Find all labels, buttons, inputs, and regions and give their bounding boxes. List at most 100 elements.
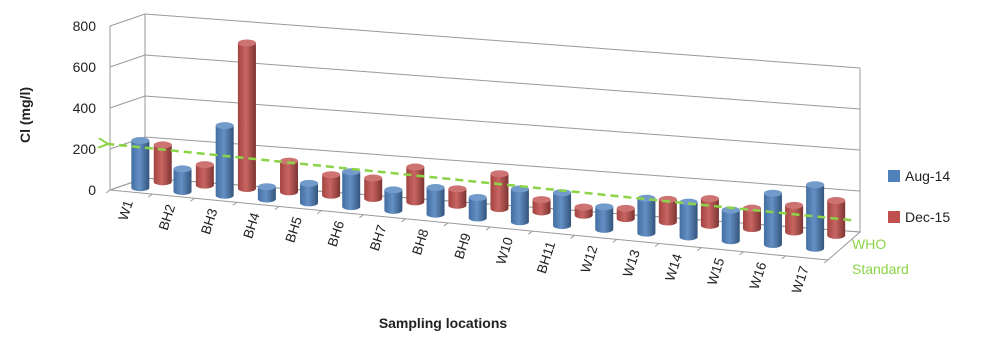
bar-aug-14-bh5-top (300, 179, 319, 187)
x-tick-mark (105, 189, 111, 194)
x-tick-mark (570, 234, 575, 239)
bar-dec-15-bh9-body (490, 173, 509, 213)
x-tick-label-w14: W14 (662, 251, 685, 283)
x-tick-mark (696, 247, 702, 252)
bar-dec-15-w16 (785, 201, 804, 236)
bar-dec-15-w10 (532, 196, 551, 216)
bar-aug-14-w1 (131, 137, 150, 192)
x-tick-mark (612, 239, 618, 243)
bar-aug-14-bh4-body (257, 186, 276, 203)
x-tick-mark (823, 259, 829, 264)
bar-dec-15-w13-body (658, 199, 677, 226)
x-tick-label-bh7: BH7 (367, 223, 389, 253)
x-tick-label-bh3: BH3 (198, 207, 220, 237)
x-tick-mark (316, 210, 322, 214)
who-standard-line (106, 144, 852, 222)
bar-aug-14-bh5 (300, 179, 319, 207)
bar-aug-14-bh3-top (215, 122, 234, 130)
bar-dec-15-bh7 (406, 163, 425, 206)
bar-aug-14-w17 (806, 181, 825, 252)
bar-aug-14-bh4 (257, 183, 276, 203)
bar-aug-14-bh3-body (215, 125, 234, 199)
y-tick-label-600: 600 (73, 59, 97, 75)
x-axis-title: Sampling locations (379, 315, 508, 331)
bar-dec-15-bh6 (364, 174, 383, 203)
bar-dec-15-bh5 (322, 171, 341, 199)
bar-dec-15-w1-body (153, 144, 172, 186)
bar-aug-14-bh2-body (173, 168, 192, 195)
bar-aug-14-bh11-body (553, 192, 572, 230)
x-tick-mark (443, 222, 449, 227)
x-tick-label-bh8: BH8 (409, 227, 431, 257)
who-label-line1: WHO (852, 236, 886, 252)
bar-dec-15-w10-body (532, 199, 551, 216)
bar-aug-14-bh9-top (468, 194, 487, 201)
bar-dec-15-w16-top (785, 201, 804, 209)
x-tick-mark (359, 214, 364, 219)
bar-dec-15-w14-top (700, 195, 719, 203)
bar-aug-14-w12 (595, 203, 614, 233)
bar-dec-15-bh5-top (322, 171, 341, 179)
x-tick-label-bh6: BH6 (325, 219, 347, 249)
y-tick-label-800: 800 (73, 18, 97, 34)
x-tick-label-w15: W15 (704, 256, 727, 287)
bar-aug-14-bh8-top (426, 184, 445, 192)
who-label-line2: Standard (852, 261, 909, 277)
bar-aug-14-bh3 (215, 122, 234, 199)
bar-aug-14-w17-top (806, 181, 825, 189)
bar-dec-15-bh2-top (195, 161, 214, 169)
bar-dec-15-bh9 (490, 170, 509, 213)
bar-aug-14-bh4-top (257, 183, 276, 191)
bar-dec-15-bh8 (448, 185, 467, 209)
bar-aug-14-w16-top (763, 189, 782, 197)
x-tick-mark (274, 206, 280, 210)
x-tick-mark (401, 218, 406, 223)
bar-aug-14-bh9-body (468, 197, 487, 222)
bar-dec-15-bh3-body (237, 42, 256, 193)
bar-dec-15-bh2 (195, 161, 214, 189)
bar-dec-15-bh8-top (448, 185, 467, 193)
bar-dec-15-bh6-body (364, 178, 383, 203)
bar-dec-15-w1 (153, 141, 172, 186)
x-tick-label-w10: W10 (493, 235, 516, 266)
x-tick-mark (190, 197, 195, 202)
x-tick-mark (485, 226, 491, 231)
bar-aug-14-bh11 (553, 189, 572, 230)
gridline-800 (109, 13, 861, 69)
bar-aug-14-w14-body (679, 202, 698, 241)
bar-dec-15-w12-body (616, 208, 635, 223)
bar-dec-15-w16-body (785, 205, 804, 236)
bar-dec-15-w12 (616, 204, 635, 223)
x-tick-mark (147, 193, 153, 198)
bar-dec-15-bh6-top (364, 174, 383, 182)
x-tick-label-w16: W16 (747, 260, 770, 291)
who-standard-dashed-line (106, 144, 852, 222)
bar-dec-15-bh3-top (237, 39, 256, 47)
bar-dec-15-w1-top (153, 141, 172, 149)
bar-aug-14-w13-body (637, 198, 656, 237)
bar-dec-15-w13 (658, 195, 677, 226)
bar-dec-15-w17-top (827, 197, 846, 205)
bar-dec-15-bh7-body (406, 167, 425, 206)
legend-label-aug-14: Aug-14 (905, 168, 950, 184)
y-tick-label-0: 0 (88, 182, 96, 198)
bar-aug-14-w15 (721, 206, 740, 245)
y-axis-title: Cl (mg/l) (17, 87, 33, 143)
gridline-600 (109, 54, 861, 110)
x-tick-label-bh9: BH9 (451, 231, 473, 261)
y-tick-label-200: 200 (73, 141, 97, 157)
x-tick-label-bh5: BH5 (283, 215, 305, 245)
bar-aug-14-bh8-body (426, 187, 445, 218)
x-tick-label-bh4: BH4 (240, 210, 263, 240)
bar-aug-14-bh7 (384, 186, 403, 214)
bar-aug-14-w10 (510, 185, 529, 226)
bar-aug-14-w15-body (721, 209, 740, 245)
y-tick-label-400: 400 (73, 100, 97, 116)
bar-aug-14-w1-body (131, 140, 150, 192)
y-tick-labels: 0 200 400 600 800 (73, 18, 97, 198)
bar-dec-15-bh3 (237, 39, 256, 193)
x-tick-label-bh2: BH2 (156, 202, 178, 232)
bar-aug-14-w13 (637, 194, 656, 237)
bar-aug-14-w12-body (595, 206, 614, 233)
